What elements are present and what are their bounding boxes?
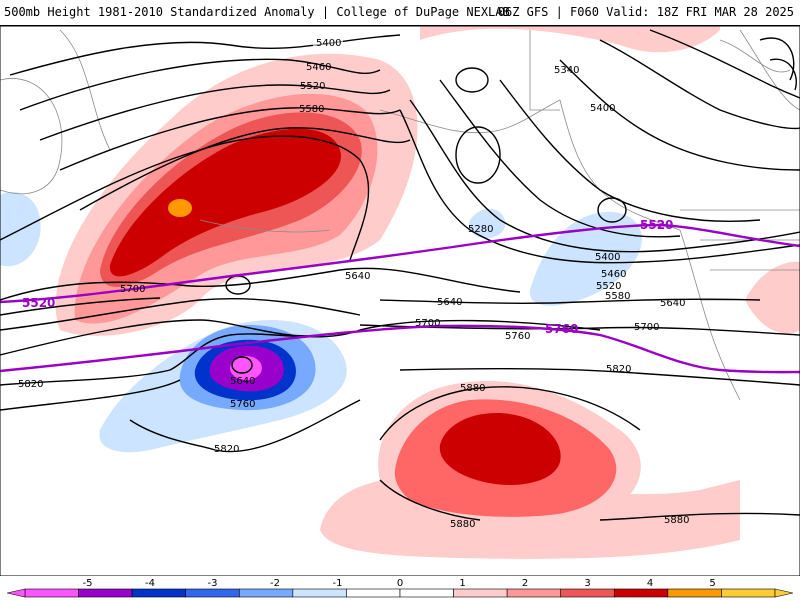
contour-label: 5340 xyxy=(554,65,579,76)
title-bar: 500mb Height 1981-2010 Standardized Anom… xyxy=(0,0,800,26)
contour-label: 5640 xyxy=(437,297,462,308)
legend-swatch xyxy=(506,588,562,598)
anomaly-shading xyxy=(55,26,800,559)
contour-label: 5700 xyxy=(634,322,659,333)
climatology-contours xyxy=(0,223,800,374)
legend-tick-label: -1 xyxy=(333,578,343,589)
legend-tick-label: 0 xyxy=(397,578,403,589)
contour-label: 5880 xyxy=(450,519,475,530)
contour-label: 5460 xyxy=(601,269,626,280)
legend-swatch xyxy=(399,588,454,598)
contour-label: 5580 xyxy=(299,104,324,115)
contour-label: 5880 xyxy=(664,515,689,526)
legend-swatch xyxy=(78,588,133,598)
contour-label: 5760 xyxy=(230,399,255,410)
legend-swatch xyxy=(292,588,347,598)
contour-label: 5520 xyxy=(300,81,325,92)
climatology-label: 5520 xyxy=(640,218,673,232)
contour-label: 5640 xyxy=(660,298,685,309)
legend-ticks: -5 -4 -3 -2 -1 0 1 2 3 4 5 xyxy=(83,578,716,589)
legend-swatch xyxy=(238,588,294,598)
legend-swatches xyxy=(6,588,794,598)
legend-tick-label: 1 xyxy=(459,578,465,589)
contour-label: 5280 xyxy=(468,224,493,235)
run-info: 06Z GFS | F060 Valid: 18Z FRI MAR 28 202… xyxy=(497,5,794,19)
legend-swatch xyxy=(560,588,615,598)
contour-label: 5640 xyxy=(345,271,370,282)
legend-swatch xyxy=(721,588,776,598)
contour-label: 5760 xyxy=(505,331,530,342)
contour-label: 5460 xyxy=(306,62,331,73)
contour-label: 5880 xyxy=(460,383,485,394)
legend-swatch xyxy=(346,588,401,598)
contour-label: 5580 xyxy=(605,291,630,302)
legend-swatch xyxy=(453,588,508,598)
climatology-label: 5520 xyxy=(22,296,55,310)
contour-label: 5700 xyxy=(415,318,440,329)
anomaly-map: 5400 5460 5520 5580 5340 5400 5280 5400 … xyxy=(0,26,800,576)
legend-arrow-low xyxy=(6,588,26,598)
color-legend: -5 -4 -3 -2 -1 0 1 2 3 4 5 xyxy=(6,578,794,598)
legend-swatch xyxy=(185,588,240,598)
contour-label: 5700 xyxy=(120,284,145,295)
legend-arrow-high xyxy=(774,588,794,598)
legend-tick-label: 4 xyxy=(647,578,653,589)
contour-label: 5520 xyxy=(596,281,621,292)
legend-swatch xyxy=(667,588,722,598)
legend-tick-label: 3 xyxy=(584,578,590,589)
contour-label: 5820 xyxy=(606,364,631,375)
legend-tick-label: -2 xyxy=(270,578,280,589)
contour-label: 5400 xyxy=(590,103,615,114)
legend-tick-label: 2 xyxy=(522,578,528,589)
legend-swatch xyxy=(131,588,187,598)
legend-tick-label: -5 xyxy=(83,578,93,589)
contour-label: 5820 xyxy=(214,444,239,455)
legend-swatch xyxy=(613,588,669,598)
contour-label: 5400 xyxy=(595,252,620,263)
contour-label: 5640 xyxy=(230,376,255,387)
legend-tick-label: -4 xyxy=(145,578,155,589)
legend-tick-label: -3 xyxy=(208,578,218,589)
legend-tick-label: 5 xyxy=(709,578,715,589)
contour-label: 5400 xyxy=(316,38,341,49)
contour-label: 5820 xyxy=(18,379,43,390)
contour-labels: 5400 5460 5520 5580 5340 5400 5280 5400 … xyxy=(18,36,689,530)
climatology-label: 5760 xyxy=(545,322,578,336)
legend-swatch xyxy=(24,588,79,598)
map-title: 500mb Height 1981-2010 Standardized Anom… xyxy=(4,5,510,19)
